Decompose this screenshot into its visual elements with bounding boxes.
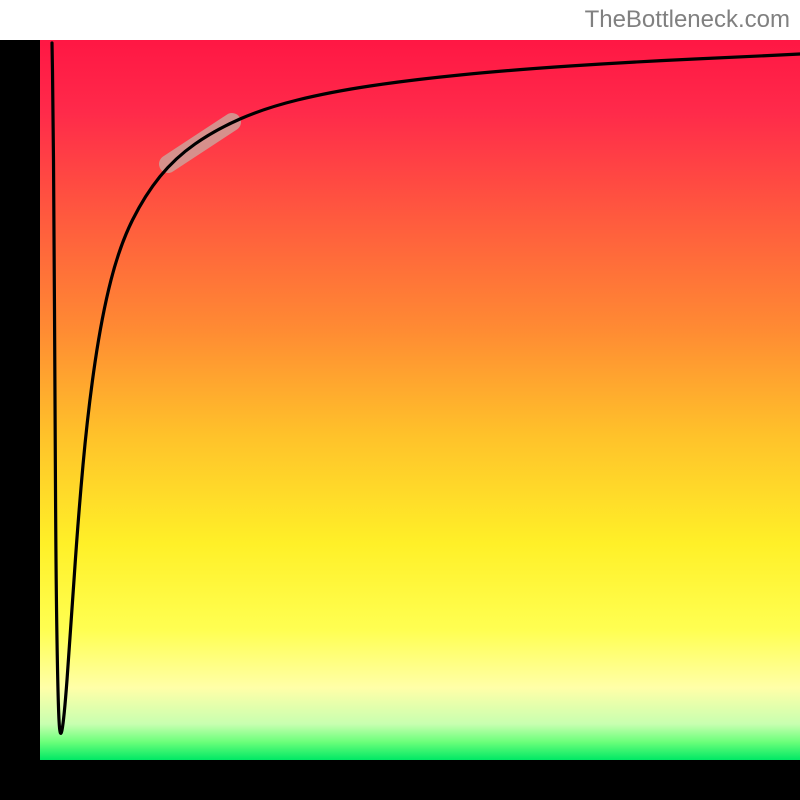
y-axis-band — [0, 40, 40, 760]
watermark-text: TheBottleneck.com — [585, 6, 790, 34]
gradient-background — [40, 40, 800, 760]
plot-svg — [40, 40, 800, 760]
x-axis-band — [0, 760, 800, 800]
chart-frame: TheBottleneck.com — [0, 0, 800, 800]
plot-area — [40, 40, 800, 760]
